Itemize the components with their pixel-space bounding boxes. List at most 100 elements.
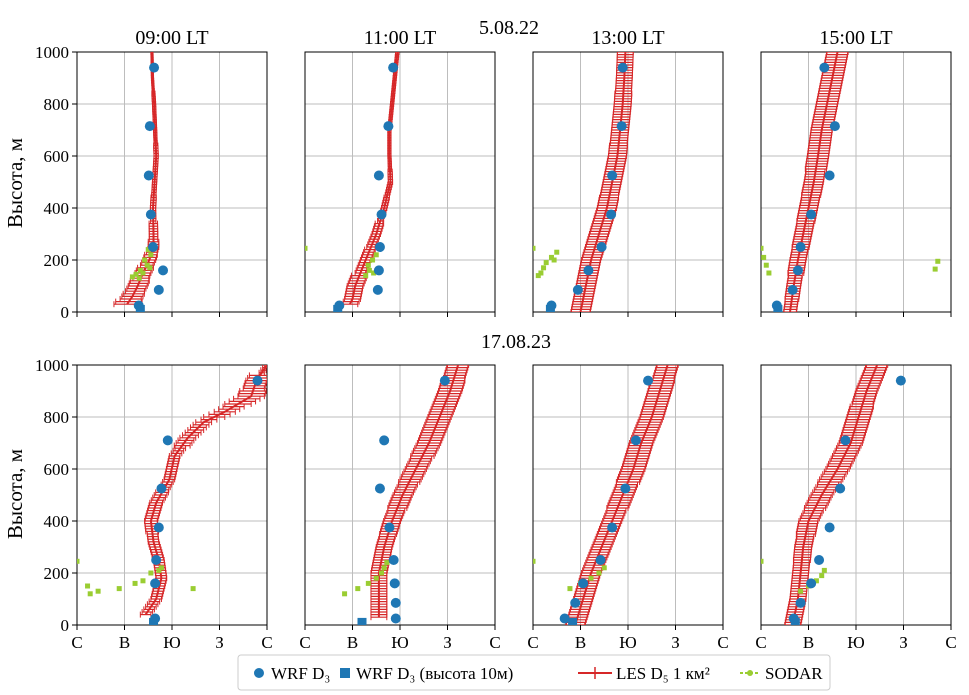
sodar-point	[142, 257, 148, 263]
panel-1: 0 200 400 600 800 1000 09:00 LT	[35, 27, 268, 322]
wrf-point	[643, 375, 654, 386]
x-tick-label: С	[261, 633, 272, 652]
panels-group: 0 200 400 600 800 1000 09:00 LT 11:00 LT 13:00 L…	[35, 27, 957, 652]
wrf-point	[792, 265, 803, 276]
sodar-point	[147, 265, 153, 271]
wrf-point	[806, 209, 817, 220]
panel-5: 0 200 400 600 800 1000 С В Ю З С	[35, 356, 273, 652]
wrf-point	[389, 578, 400, 589]
sodar-point	[148, 570, 154, 576]
sodar-point	[761, 558, 764, 564]
row-label-bottom: 17.08.23	[481, 331, 551, 353]
x-tick-label: С	[489, 633, 500, 652]
y-tick-label: 600	[44, 460, 70, 479]
x-tick-label: В	[119, 633, 130, 652]
wrf10-point	[149, 617, 159, 625]
sodar-point	[821, 567, 827, 573]
wrf-point	[570, 597, 581, 608]
sodar-point	[819, 573, 825, 579]
sodar-point	[87, 591, 93, 597]
wrf-point	[143, 170, 154, 181]
y-tick-label: 200	[44, 564, 70, 583]
wrf-point	[829, 121, 840, 132]
legend-sodar-label: SODAR	[765, 664, 823, 683]
wrf-point	[787, 284, 798, 295]
wrf-point	[390, 613, 401, 624]
sodar-point	[129, 274, 135, 280]
sodar-point	[133, 271, 139, 277]
x-tick-label: Ю	[391, 633, 408, 652]
y-tick-label: 1000	[35, 43, 69, 62]
wrf10-point	[773, 304, 783, 312]
wrf10-point	[568, 617, 578, 625]
sodar-point	[148, 252, 154, 258]
wrf10-point	[357, 617, 367, 625]
column-title: 15:00 LT	[819, 27, 892, 49]
wrf-point	[384, 522, 395, 533]
wrf-point	[824, 522, 835, 533]
sodar-point	[140, 578, 146, 584]
les-series-line	[126, 52, 158, 305]
y-axis-label-bottom: Высота, м	[3, 449, 27, 539]
sodar-point	[538, 270, 544, 276]
sodar-point	[935, 258, 941, 264]
row-label-top: 5.08.22	[479, 17, 539, 39]
wrf-point	[153, 522, 164, 533]
wrf-point	[145, 209, 156, 220]
wrf-point	[383, 121, 394, 132]
column-title: 09:00 LT	[135, 27, 208, 49]
wrf-point	[162, 435, 173, 446]
wrf-point	[373, 265, 384, 276]
y-tick-label: 800	[44, 95, 70, 114]
sodar-point	[533, 245, 536, 251]
panel-plot-area	[761, 52, 941, 312]
sodar-point	[554, 249, 560, 255]
sodar-point	[601, 565, 607, 571]
wrf10-point	[790, 617, 800, 625]
wrf-point	[607, 170, 618, 181]
sodar-point	[342, 591, 348, 597]
sodar-point	[761, 254, 767, 260]
wrf-point	[819, 62, 830, 73]
sodar-point	[551, 257, 557, 263]
x-tick-label: З	[899, 633, 908, 652]
wrf-point	[252, 375, 263, 386]
sodar-point	[373, 252, 379, 258]
wrf-point	[572, 284, 583, 295]
panel-4: 15:00 LT	[760, 27, 952, 317]
legend-sodar-dot-icon	[747, 670, 753, 676]
wrf-point	[895, 375, 906, 386]
les-series-line	[349, 52, 399, 305]
sodar-point	[355, 586, 361, 592]
panel-plot-area	[533, 365, 679, 625]
x-tick-label: В	[347, 633, 358, 652]
legend-wrf10-label: WRF D₃ (высота 10м)	[356, 664, 513, 683]
les-series-line	[377, 365, 460, 618]
sodar-point	[548, 254, 554, 260]
sodar-point	[567, 586, 573, 592]
sodar-point	[596, 570, 602, 576]
legend-wrf-label: WRF D₃	[271, 664, 330, 683]
wrf-point	[388, 62, 399, 73]
x-tick-label: С	[717, 633, 728, 652]
wrf-point	[374, 483, 385, 494]
sodar-point	[381, 565, 387, 571]
sodar-point	[158, 565, 164, 571]
panel-plot-area	[113, 52, 169, 312]
les-series-line	[574, 365, 669, 625]
wrf-point	[617, 62, 628, 73]
les-series-line	[791, 365, 879, 625]
y-tick-label: 800	[44, 408, 70, 427]
wrf10-point	[333, 304, 343, 312]
wrf-point	[149, 62, 160, 73]
x-tick-label: З	[671, 633, 680, 652]
wrf-point	[824, 170, 835, 181]
wrf-point	[379, 435, 390, 446]
sodar-point	[305, 245, 308, 251]
wrf-point	[156, 483, 167, 494]
sodar-point	[761, 245, 764, 251]
legend: WRF D₃ WRF D₃ (высота 10м) LES D₅ 1 км² …	[237, 654, 831, 691]
